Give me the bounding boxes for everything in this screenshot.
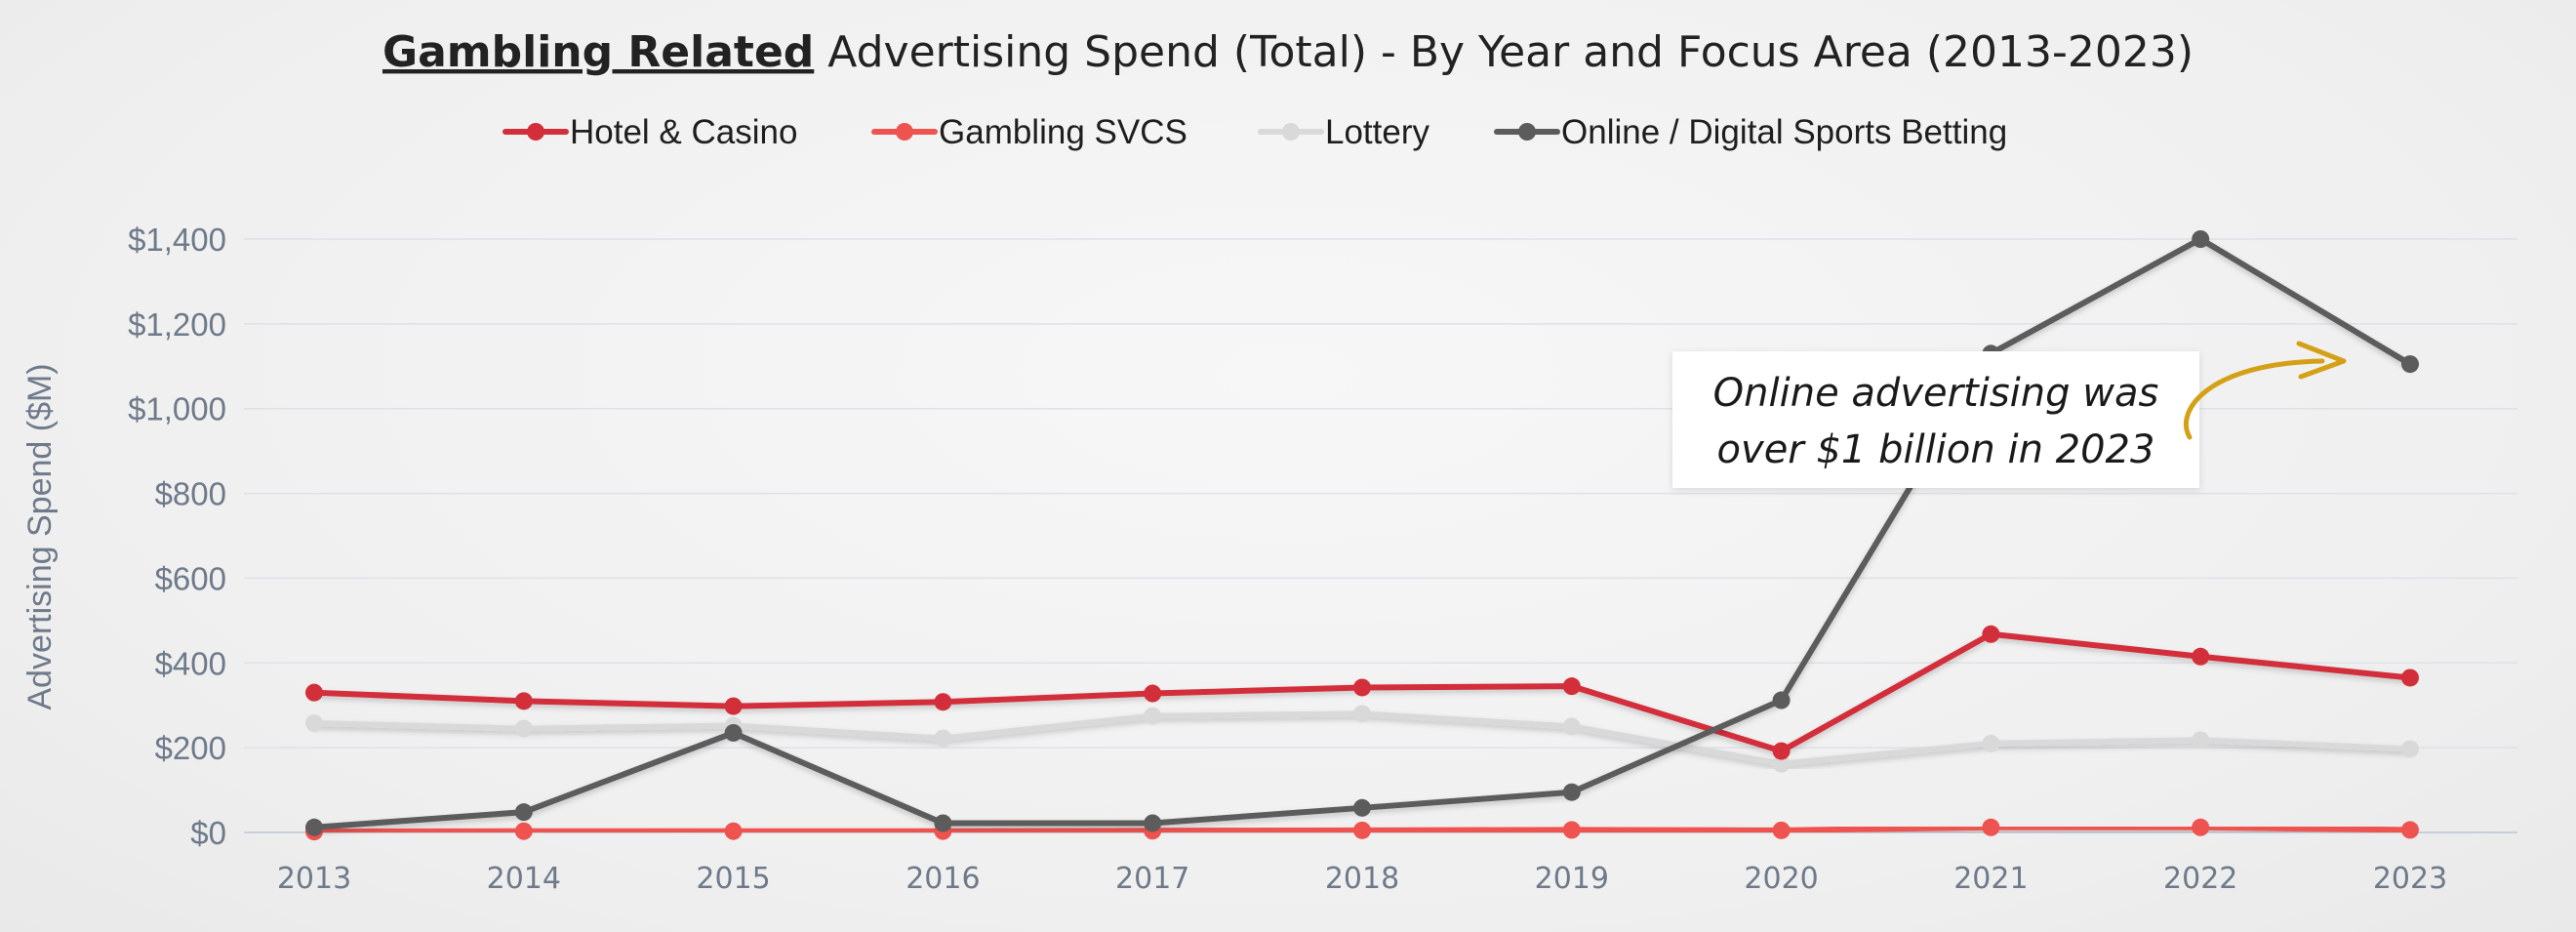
data-point <box>514 822 533 840</box>
data-point <box>2401 669 2419 687</box>
legend: Hotel & Casino Gambling SVCS Lottery Online… <box>503 113 2007 151</box>
legend-label: Online / Digital Sports Betting <box>1561 113 2007 151</box>
annotation: Online advertising was over $1 billion i… <box>1672 341 2347 488</box>
data-point <box>1982 734 2000 752</box>
data-point <box>1353 705 1371 723</box>
y-tick-label: $1,200 <box>128 306 226 343</box>
chart-title: Gambling Related Advertising Spend (Tota… <box>382 27 2194 77</box>
y-tick-label: $1,400 <box>128 222 226 258</box>
series-lottery <box>305 705 2419 773</box>
gridlines <box>244 238 2517 833</box>
data-point <box>2401 821 2419 839</box>
data-point <box>2401 740 2419 758</box>
data-point <box>1772 691 1791 709</box>
data-point <box>724 697 743 715</box>
data-point <box>1772 754 1791 773</box>
data-point <box>2192 230 2210 248</box>
annotation-line-1: Online advertising was <box>1713 371 2159 416</box>
legend-item-gambling-svcs: Gambling SVCS <box>871 113 1187 151</box>
data-point <box>934 729 952 748</box>
data-point <box>514 692 533 710</box>
data-point <box>724 723 743 742</box>
x-tick-label: 2023 <box>2373 862 2447 896</box>
legend-swatch-marker <box>896 123 913 141</box>
y-tick-label: $800 <box>155 476 226 512</box>
annotation-arrowhead <box>2296 341 2347 380</box>
series-hotel-casino <box>305 625 2419 760</box>
x-tick-label: 2015 <box>696 862 770 896</box>
chart-title-bold: Gambling Related <box>382 27 814 77</box>
legend-swatch-marker <box>1518 123 1536 141</box>
data-point <box>1562 717 1581 736</box>
legend-swatch-marker <box>527 123 544 141</box>
data-point <box>1562 821 1581 839</box>
legend-label: Gambling SVCS <box>939 113 1187 151</box>
annotation-arrow <box>2183 358 2325 440</box>
series-online-digital-sports-betting <box>305 230 2419 836</box>
y-tick-label: $1,000 <box>128 391 226 427</box>
y-tick-label: $0 <box>190 815 226 851</box>
data-point <box>1772 821 1791 839</box>
x-tick-label: 2019 <box>1535 862 1609 896</box>
legend-item-hotel-casino: Hotel & Casino <box>503 113 797 151</box>
data-point <box>1144 814 1162 832</box>
annotation-line-2: over $1 billion in 2023 <box>1717 427 2155 472</box>
data-point <box>305 713 323 732</box>
x-tick-label: 2014 <box>487 862 561 896</box>
data-point <box>2192 647 2210 666</box>
data-point <box>1982 818 2000 836</box>
chart-title-rest: Advertising Spend (Total) - By Year and … <box>814 27 2194 77</box>
y-axis-label: Advertising Spend ($M) <box>21 363 59 709</box>
series-gambling-svcs <box>305 818 2419 841</box>
x-tick-label: 2018 <box>1325 862 1399 896</box>
legend-label: Lottery <box>1325 113 1429 151</box>
data-point <box>934 693 952 711</box>
series-layer <box>305 230 2419 841</box>
data-point <box>2401 355 2419 374</box>
x-tick-label: 2021 <box>1953 862 2028 896</box>
x-tick-label: 2022 <box>2163 862 2237 896</box>
data-point <box>1772 742 1791 760</box>
data-point <box>1562 783 1581 801</box>
data-point <box>1353 798 1371 817</box>
y-axis-ticks: $0 $200 $400 $600 $800 $1,000 $1,200 $1,400 <box>128 222 226 851</box>
data-point <box>2192 731 2210 750</box>
x-tick-label: 2013 <box>277 862 351 896</box>
data-point <box>514 719 533 738</box>
data-point <box>724 822 743 840</box>
data-point <box>1353 678 1371 697</box>
data-point <box>1562 677 1581 696</box>
data-point <box>934 814 952 832</box>
x-axis-ticks: 2013 2014 2015 2016 2017 2018 2019 2020 2021 2022… <box>277 862 2447 896</box>
data-point <box>1353 821 1371 839</box>
data-point <box>2192 818 2210 836</box>
y-tick-label: $200 <box>155 730 226 766</box>
data-point <box>1982 625 2000 643</box>
data-point <box>1144 707 1162 725</box>
x-tick-label: 2016 <box>906 862 980 896</box>
y-tick-label: $400 <box>155 645 226 681</box>
legend-item-online-digital-sports-betting: Online / Digital Sports Betting <box>1494 113 2007 151</box>
x-tick-label: 2017 <box>1115 862 1189 896</box>
legend-swatch-marker <box>1282 123 1300 141</box>
legend-label: Hotel & Casino <box>570 113 797 151</box>
data-point <box>305 818 323 836</box>
data-point <box>1144 684 1162 703</box>
annotation-box <box>1672 351 2199 488</box>
data-point <box>514 803 533 822</box>
x-tick-label: 2020 <box>1744 862 1818 896</box>
legend-item-lottery: Lottery <box>1258 113 1429 151</box>
y-tick-label: $600 <box>155 560 226 596</box>
data-point <box>305 683 323 702</box>
